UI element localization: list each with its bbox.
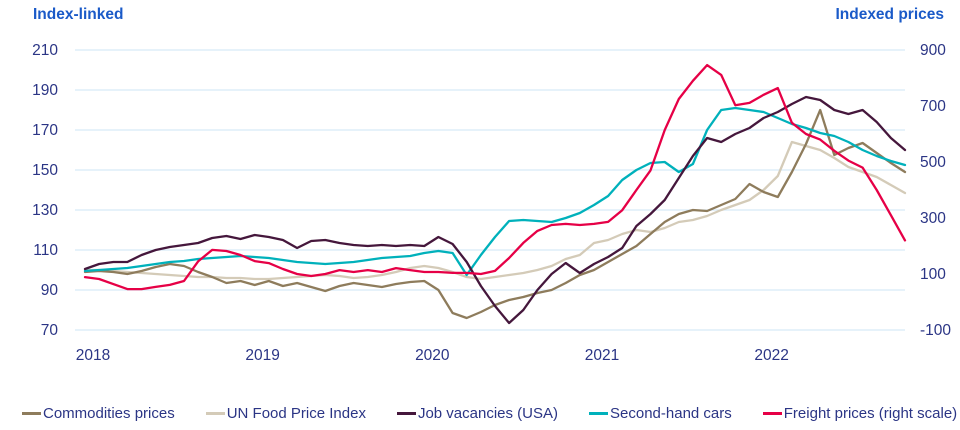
y-tick-label-right: 100 — [920, 266, 946, 283]
x-tick-label: 2019 — [245, 347, 279, 364]
x-tick-label: 2022 — [754, 347, 788, 364]
legend-swatch — [22, 412, 41, 415]
y-tick-label-right: 900 — [920, 42, 946, 59]
y-tick-label-right: 300 — [920, 210, 946, 227]
y-tick-label-left: 170 — [32, 122, 58, 139]
legend-swatch — [589, 412, 609, 415]
legend: Commodities prices UN Food Price Index J… — [0, 405, 960, 422]
y-tick-label-right: -100 — [920, 322, 951, 339]
legend-label: Freight prices (right scale) — [783, 405, 958, 422]
series-line-job-vacancies-usa — [83, 95, 907, 325]
legend-item: UN Food Price Index — [205, 405, 366, 422]
y-tick-label-left: 190 — [32, 82, 58, 99]
x-tick-label: 2021 — [585, 347, 619, 364]
legend-swatch — [205, 412, 225, 415]
legend-item: Freight prices (right scale) — [762, 405, 958, 422]
y-tick-label-left: 110 — [33, 242, 58, 259]
legend-swatch — [762, 412, 782, 415]
y-tick-label-left: 70 — [41, 322, 59, 339]
y-tick-label-right: 700 — [920, 98, 946, 115]
y-tick-label-left: 130 — [32, 202, 58, 219]
y-tick-label-left: 150 — [32, 162, 58, 179]
x-tick-label: 2018 — [76, 347, 110, 364]
legend-item: Second-hand cars — [589, 405, 732, 422]
series-line-commodities-prices — [83, 108, 907, 320]
legend-item: Commodities prices — [22, 405, 175, 422]
series-line-un-food-price-index — [83, 140, 907, 281]
legend-label: UN Food Price Index — [226, 405, 366, 422]
series-line-second-hand-cars — [83, 106, 907, 277]
legend-swatch — [396, 412, 416, 415]
left-axis-title: Index-linked — [33, 6, 124, 23]
x-tick-label: 2020 — [415, 347, 450, 364]
series-line-freight-prices-right-scale — [83, 63, 907, 291]
legend-item: Job vacancies (USA) — [396, 405, 559, 422]
chart-svg: 210 190 170 150 130 110 90 70 900 700 500 300 100 -10… — [32, 42, 951, 364]
y-tick-label-right: 500 — [920, 154, 946, 171]
right-axis-title: Indexed prices — [835, 6, 944, 23]
legend-label: Second-hand cars — [610, 405, 732, 422]
y-tick-label-left: 90 — [41, 282, 59, 299]
legend-label: Commodities prices — [43, 405, 175, 422]
legend-label: Job vacancies (USA) — [417, 405, 559, 422]
y-tick-label-left: 210 — [32, 42, 58, 59]
